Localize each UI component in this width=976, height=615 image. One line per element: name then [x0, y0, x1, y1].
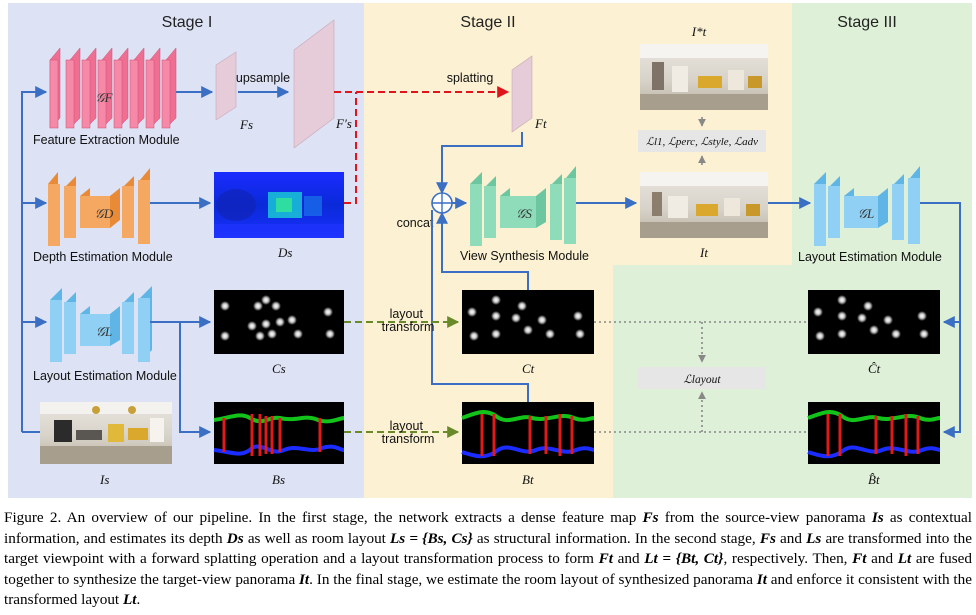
- caption-text-1: Figure 2. An overview of our pipeline. I…: [4, 509, 643, 526]
- Is-source-panorama: [40, 402, 172, 464]
- caption-text-6: and: [775, 529, 807, 547]
- caption-text-5: as structural information. In the second…: [472, 529, 760, 547]
- caption-text-9: , respectively. Then,: [723, 550, 853, 567]
- depth-estimation-network: 𝒢D: [48, 168, 150, 246]
- Bt-label: Bt: [522, 472, 534, 487]
- caption-Ls-2: Ls: [806, 529, 822, 547]
- caption-text-2: from the source-view panorama: [658, 509, 872, 526]
- It-star-label: I*t: [691, 24, 707, 39]
- gL3-label: 𝒢L: [858, 206, 875, 221]
- layout-estimation-network-1: 𝒢L: [50, 286, 152, 362]
- synthesis-loss-box: ℒl1, ℒperc, ℒstyle, ℒadv: [638, 130, 766, 152]
- caption-text-12: . In the final stage, we estimate the ro…: [309, 570, 757, 588]
- depth-estimation-label: Depth Estimation Module: [33, 250, 173, 264]
- caption-Fs: Fs: [642, 509, 659, 526]
- stage3-title: Stage III: [837, 14, 897, 31]
- view-synthesis-label: View Synthesis Module: [460, 249, 589, 263]
- concat-operator: [431, 192, 453, 214]
- Ft-label: Ft: [534, 116, 547, 131]
- Ct-hat-label: Ĉt: [868, 361, 881, 376]
- Bt-boundary-map: [461, 402, 595, 464]
- Fs-label: Fs: [239, 117, 253, 132]
- upsample-label: upsample: [236, 71, 290, 85]
- It-star-ground-truth: [640, 44, 768, 110]
- caption-Fs-2: Fs: [759, 529, 776, 547]
- gD-label: 𝒢D: [95, 206, 114, 221]
- caption-text-8: and: [613, 550, 645, 567]
- layout-transform-2-line1: layout: [390, 419, 424, 433]
- caption-text-7: are transformed into the target viewpoin…: [4, 529, 972, 568]
- caption-Lt-3: Lt: [122, 591, 137, 608]
- caption-text-14: .: [136, 591, 141, 608]
- Bt-hat-boundary-map: [807, 402, 941, 464]
- Fs-prime-label: F′s: [335, 116, 352, 131]
- gF-label: 𝒢F: [95, 90, 113, 105]
- gS-label: 𝒢S: [516, 206, 532, 221]
- view-synthesis-network: 𝒢S: [470, 166, 576, 246]
- layout-transform-2-line2: transform: [382, 432, 435, 446]
- caption-It-2: It: [756, 570, 767, 588]
- synthesis-loss-label: ℒl1, ℒperc, ℒstyle, ℒadv: [646, 136, 758, 148]
- layout-estimation-network-3: 𝒢L: [814, 166, 920, 246]
- caption-Is: Is: [871, 509, 884, 526]
- caption-Ft-2: Ft: [852, 550, 867, 567]
- caption-Lt-2: Lt: [897, 550, 912, 567]
- layout-transform-1-line1: layout: [390, 307, 424, 321]
- feature-extraction-label: Feature Extraction Module: [33, 133, 180, 147]
- Ft-feature-map: [511, 55, 533, 133]
- splatting-label: splatting: [447, 71, 494, 85]
- caption-It: It: [299, 570, 310, 588]
- Bs-boundary-map: [213, 402, 345, 464]
- feature-extraction-network: 𝒢F: [49, 47, 177, 129]
- caption-text-11: are fused together to synthesize the tar…: [4, 550, 972, 588]
- caption-text-13: and enforce it consistent with the trans…: [4, 570, 972, 609]
- It-label: It: [699, 245, 708, 260]
- caption-Lt: Lt = {Bt, Ct}: [644, 550, 724, 567]
- caption-text-10: and: [866, 550, 898, 567]
- stage1-title: Stage I: [162, 14, 213, 31]
- Is-label: Is: [99, 472, 109, 487]
- Ds-label: Ds: [277, 245, 292, 260]
- Cs-corner-map: [214, 290, 344, 354]
- caption-Ft: Ft: [598, 550, 613, 567]
- layout-transform-label-1: layout transform: [382, 307, 435, 334]
- layout-transform-1-line2: transform: [382, 320, 435, 334]
- caption-text-4: as well as room layout: [243, 529, 391, 547]
- Ds-depth-map: [214, 172, 344, 238]
- pipeline-figure: Stage I Stage II Stage III 𝒢F Feature Ex…: [8, 3, 972, 498]
- Fs-feature-map: [215, 51, 237, 121]
- stage2-title: Stage II: [460, 14, 515, 31]
- caption-Ds: Ds: [226, 529, 244, 547]
- caption-Ls: Ls = {Bs, Cs}: [390, 529, 473, 547]
- layout-loss-box: ℒlayout: [638, 367, 766, 389]
- Ct-corner-map: [462, 290, 594, 354]
- layout-loss-label: ℒlayout: [683, 374, 721, 386]
- Bt-hat-label: B̂t: [868, 472, 880, 487]
- Ct-label: Ct: [522, 361, 535, 376]
- gL1-label: 𝒢L: [96, 324, 113, 339]
- caption-text-3: as contextual information, and estimates…: [4, 509, 972, 547]
- layout-transform-label-2: layout transform: [382, 419, 435, 446]
- concat-label: concat: [397, 216, 434, 230]
- Ct-hat-corner-map: [808, 290, 940, 354]
- Fs-prime-feature-map: [293, 19, 335, 149]
- layout-estimation-label-3: Layout Estimation Module: [798, 250, 942, 264]
- figure-caption: Figure 2. An overview of our pipeline. I…: [4, 508, 972, 611]
- Cs-label: Cs: [272, 361, 286, 376]
- layout-estimation-label-1: Layout Estimation Module: [33, 369, 177, 383]
- It-synthesized-panorama: [640, 172, 768, 238]
- Bs-label: Bs: [272, 472, 285, 487]
